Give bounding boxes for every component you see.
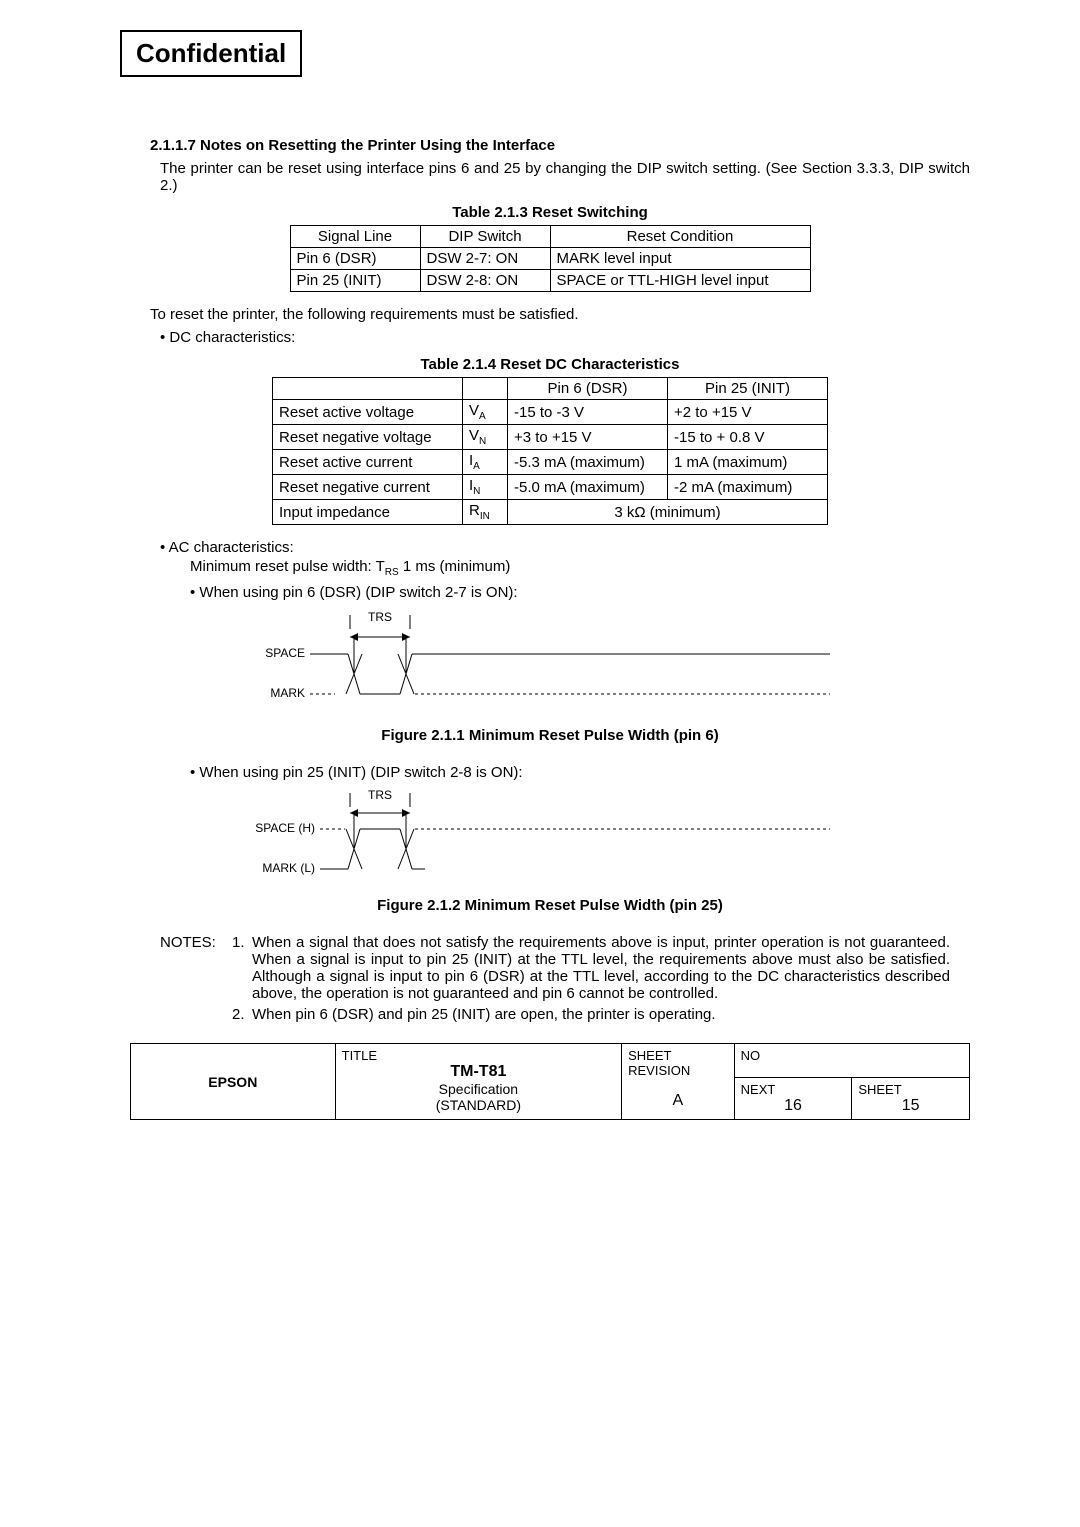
table214-cell: Input impedance <box>273 500 463 525</box>
notes-text: When a signal that does not satisfy the … <box>252 934 950 1002</box>
notes-text: When pin 6 (DSR) and pin 25 (INIT) are o… <box>252 1006 950 1023</box>
ac-bullet: • AC characteristics: <box>160 539 970 556</box>
table214-cell: Reset negative current <box>273 475 463 500</box>
sheet-val: 15 <box>858 1097 963 1115</box>
notes-label: NOTES: <box>160 934 232 1002</box>
pin6-bullet: • When using pin 6 (DSR) (DIP switch 2-7… <box>190 584 970 601</box>
ac-line-text: Minimum reset pulse width: T <box>190 558 385 575</box>
space-label: SPACE <box>265 646 305 660</box>
title-2: Specification <box>342 1081 615 1097</box>
table214-header <box>463 378 508 400</box>
revision: A <box>628 1092 728 1110</box>
title-3: (STANDARD) <box>342 1097 615 1113</box>
table213-caption: Table 2.1.3 Reset Switching <box>130 204 970 221</box>
sheet-rev-label1: SHEET <box>628 1048 728 1063</box>
sheet-rev-label2: REVISION <box>628 1063 728 1078</box>
table214-header <box>273 378 463 400</box>
title-1: TM-T81 <box>342 1063 615 1081</box>
ac-sub: RS <box>385 567 399 578</box>
pin25-bullet-text: When using pin 25 (INIT) (DIP switch 2-8… <box>199 764 522 781</box>
table214-cell: 3 kΩ (minimum) <box>508 500 828 525</box>
table214-cell: 1 mA (maximum) <box>668 450 828 475</box>
table-reset-switching: Signal LineDIP SwitchReset Condition Pin … <box>290 225 811 292</box>
title-label: TITLE <box>342 1048 615 1063</box>
pin25-bullet: • When using pin 25 (INIT) (DIP switch 2… <box>190 764 970 781</box>
mark-label: MARK <box>270 686 305 700</box>
table214-cell: RIN <box>463 500 508 525</box>
table213-header: Signal Line <box>290 226 420 248</box>
table213-header: DIP Switch <box>420 226 550 248</box>
no-label: NO <box>741 1048 963 1063</box>
sheet-label: SHEET <box>858 1082 963 1097</box>
table213-cell: Pin 25 (INIT) <box>290 270 420 292</box>
table214-cell: VN <box>463 425 508 450</box>
table213-cell: DSW 2-8: ON <box>420 270 550 292</box>
reset-intro: To reset the printer, the following requ… <box>150 306 970 323</box>
notes-num: 2. <box>232 1006 252 1023</box>
table214-cell: +3 to +15 V <box>508 425 668 450</box>
table213-cell: SPACE or TTL-HIGH level input <box>550 270 810 292</box>
table213-cell: MARK level input <box>550 248 810 270</box>
table214-cell: -15 to + 0.8 V <box>668 425 828 450</box>
table214-cell: -15 to -3 V <box>508 400 668 425</box>
ac-rest: 1 ms (minimum) <box>399 558 511 575</box>
table214-caption: Table 2.1.4 Reset DC Characteristics <box>130 356 970 373</box>
table214-cell: Reset active current <box>273 450 463 475</box>
table214-cell: -5.0 mA (maximum) <box>508 475 668 500</box>
trs-label: TRS <box>368 610 392 624</box>
ac-bullet-text: AC characteristics: <box>169 539 294 556</box>
table214-cell: Reset negative voltage <box>273 425 463 450</box>
figure-212-diagram: TRS SPACE (H) MARK (L) <box>250 787 850 887</box>
table214-cell: -5.3 mA (maximum) <box>508 450 668 475</box>
table214-cell: IN <box>463 475 508 500</box>
pin6-bullet-text: When using pin 6 (DSR) (DIP switch 2-7 i… <box>199 584 517 601</box>
section-heading: 2.1.1.7 Notes on Resetting the Printer U… <box>150 137 970 154</box>
next-label: NEXT <box>741 1082 846 1097</box>
section-intro: The printer can be reset using interface… <box>160 160 970 194</box>
table214-cell: +2 to +15 V <box>668 400 828 425</box>
table213-cell: DSW 2-7: ON <box>420 248 550 270</box>
fig212-caption: Figure 2.1.2 Minimum Reset Pulse Width (… <box>130 897 970 914</box>
figure-211-diagram: TRS SPACE MARK <box>250 607 850 717</box>
table213-header: Reset Condition <box>550 226 810 248</box>
table213-cell: Pin 6 (DSR) <box>290 248 420 270</box>
notes-label <box>160 1006 232 1023</box>
table214-header: Pin 25 (INIT) <box>668 378 828 400</box>
dc-bullet: • DC characteristics: <box>160 329 970 346</box>
space-label-2: SPACE (H) <box>255 821 315 835</box>
confidential-stamp: Confidential <box>120 30 302 77</box>
ac-line: Minimum reset pulse width: TRS 1 ms (min… <box>190 558 970 578</box>
dc-bullet-text: DC characteristics: <box>169 329 295 346</box>
table214-cell: -2 mA (maximum) <box>668 475 828 500</box>
table214-header: Pin 6 (DSR) <box>508 378 668 400</box>
brand-cell: EPSON <box>131 1044 336 1120</box>
trs-label-2: TRS <box>368 788 392 802</box>
footer-title-block: EPSON TITLE TM-T81 Specification (STANDA… <box>130 1043 970 1120</box>
table-dc-characteristics: Pin 6 (DSR)Pin 25 (INIT) Reset active vol… <box>272 377 828 525</box>
table214-cell: Reset active voltage <box>273 400 463 425</box>
mark-label-2: MARK (L) <box>262 861 315 875</box>
notes-block: NOTES:1.When a signal that does not sati… <box>160 934 950 1023</box>
table214-cell: VA <box>463 400 508 425</box>
notes-num: 1. <box>232 934 252 1002</box>
fig211-caption: Figure 2.1.1 Minimum Reset Pulse Width (… <box>130 727 970 744</box>
table214-cell: IA <box>463 450 508 475</box>
next-val: 16 <box>741 1097 846 1115</box>
